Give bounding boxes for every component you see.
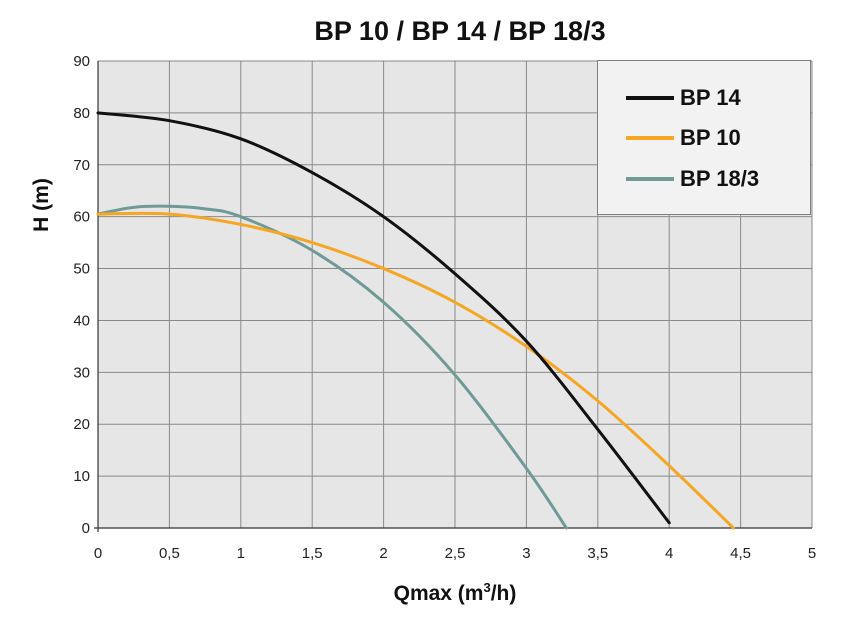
y-tick-label: 70	[73, 157, 90, 174]
x-tick-label: 2,5	[445, 545, 466, 562]
y-axis-label: H (m)	[30, 178, 53, 232]
legend-swatch-bp-14	[626, 96, 674, 100]
legend-label-bp-18-3: BP 18/3	[680, 166, 760, 191]
y-tick-label: 90	[73, 53, 90, 70]
y-tick-label: 20	[73, 416, 90, 433]
x-tick-label: 5	[808, 545, 816, 562]
x-tick-label: 1	[237, 545, 245, 562]
legend-label-bp-14: BP 14	[680, 85, 741, 110]
x-axis-label-superscript: 3	[483, 580, 491, 595]
x-axis-label: Qmax (m3/h)	[0, 580, 850, 606]
series-line-bp-18-3	[96, 204, 568, 530]
y-tick-label: 60	[73, 209, 90, 226]
legend-entry-bp-18-3: BP 18/3	[626, 164, 759, 194]
x-axis-label-main: Qmax (m	[393, 582, 484, 605]
x-tick-label: 0,5	[159, 545, 180, 562]
x-tick-label: 4	[665, 545, 673, 562]
y-tick-label: 40	[73, 312, 90, 329]
x-tick-label: 3	[522, 545, 530, 562]
x-tick-label: 3,5	[587, 545, 608, 562]
legend-swatch-bp-18-3	[626, 177, 674, 181]
y-tick-label: 0	[82, 520, 90, 537]
chart-title: BP 10 / BP 14 / BP 18/3	[314, 16, 606, 46]
x-tick-label: 0	[94, 545, 102, 562]
y-tick-label: 30	[73, 364, 90, 381]
legend-label-bp-10: BP 10	[680, 125, 741, 150]
x-tick-label: 2	[379, 545, 387, 562]
y-tick-label: 10	[73, 468, 90, 485]
x-axis-label-suffix: /h)	[490, 582, 517, 605]
series-line-bp-10	[96, 211, 735, 530]
legend-entry-bp-14: BP 14	[626, 83, 741, 113]
x-tick-label: 1,5	[302, 545, 323, 562]
legend-swatch-bp-10	[626, 136, 674, 140]
legend: BP 14 BP 10 BP 18/3	[597, 60, 811, 215]
series-line-bp-14	[96, 111, 671, 525]
y-tick-label: 50	[73, 261, 90, 278]
legend-entry-bp-10: BP 10	[626, 123, 741, 153]
y-tick-label: 80	[73, 105, 90, 122]
x-tick-label: 4,5	[730, 545, 751, 562]
